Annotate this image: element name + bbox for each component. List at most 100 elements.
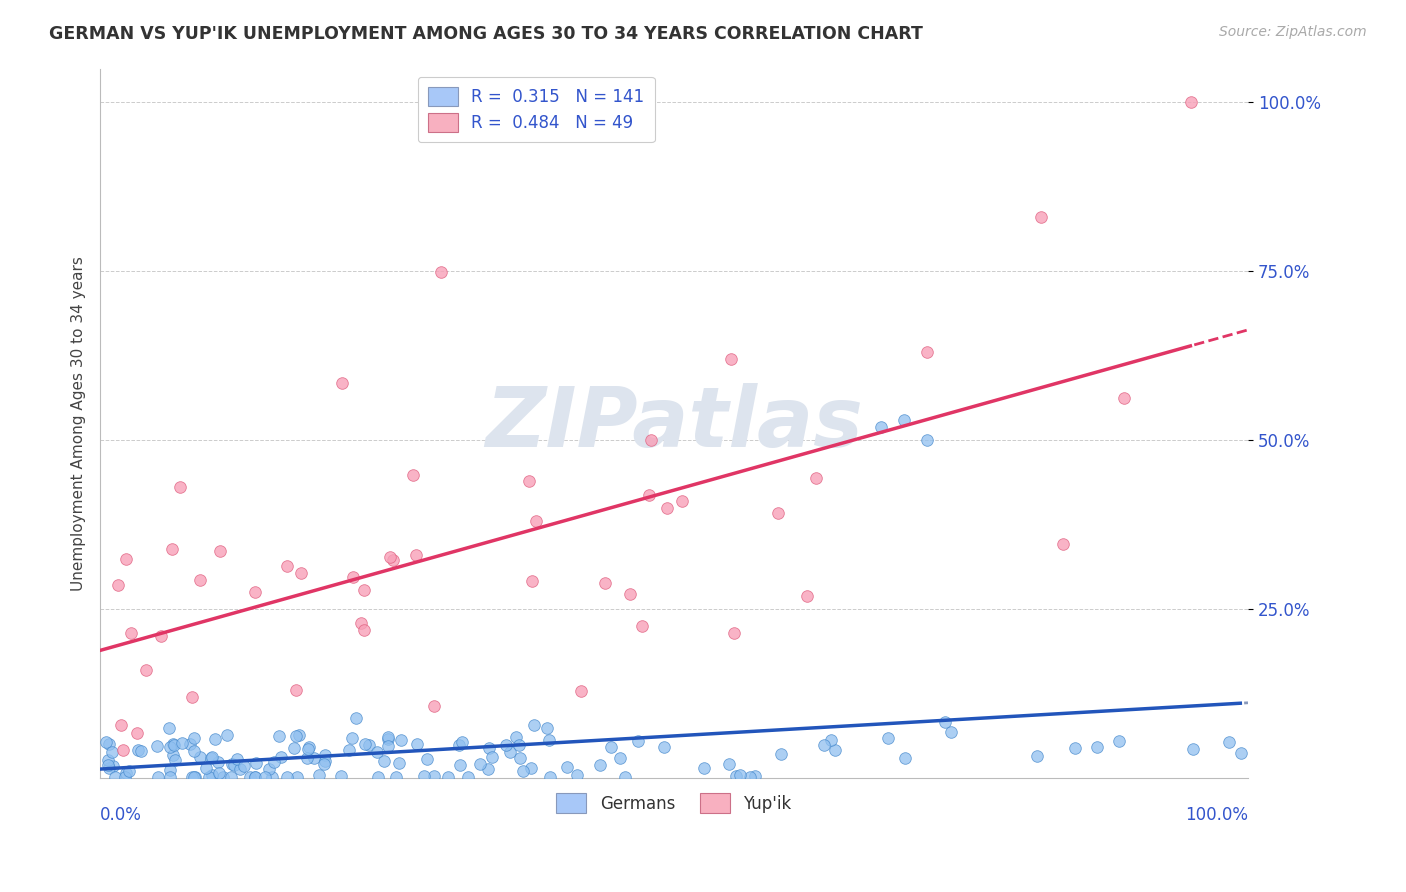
Point <box>262 770 284 784</box>
Point <box>229 762 252 776</box>
Point <box>183 731 205 745</box>
Point <box>536 721 558 735</box>
Point <box>893 413 915 427</box>
Point <box>468 756 491 771</box>
Point <box>332 376 354 390</box>
Point <box>127 743 149 757</box>
Point <box>97 737 120 751</box>
Point <box>766 506 789 520</box>
Point <box>257 762 280 776</box>
Point <box>593 576 616 591</box>
Text: 100.0%: 100.0% <box>1185 806 1249 824</box>
Point <box>290 566 312 580</box>
Point <box>1230 746 1253 760</box>
Point <box>162 738 184 752</box>
Point <box>638 487 661 501</box>
Point <box>181 690 204 704</box>
Point <box>254 770 277 784</box>
Point <box>520 574 543 588</box>
Point <box>915 433 938 447</box>
Point <box>1108 734 1130 748</box>
Point <box>263 756 285 770</box>
Point <box>359 738 381 752</box>
Point <box>744 769 766 783</box>
Point <box>183 744 205 758</box>
Point <box>600 740 623 755</box>
Point <box>457 770 479 784</box>
Point <box>97 753 120 767</box>
Point <box>405 548 427 562</box>
Point <box>233 758 256 772</box>
Point <box>146 739 169 753</box>
Point <box>104 770 127 784</box>
Text: 0.0%: 0.0% <box>100 806 142 824</box>
Point <box>308 768 330 782</box>
Point <box>302 750 325 764</box>
Point <box>495 738 517 752</box>
Point <box>114 765 136 780</box>
Point <box>298 739 321 754</box>
Point <box>198 770 221 784</box>
Point <box>297 751 319 765</box>
Point <box>609 751 631 765</box>
Point <box>157 721 180 735</box>
Point <box>413 770 436 784</box>
Point <box>820 732 842 747</box>
Point <box>159 739 181 754</box>
Point <box>353 624 375 638</box>
Legend: Germans, Yup'ik: Germans, Yup'ik <box>550 787 799 820</box>
Point <box>569 684 592 698</box>
Point <box>519 761 541 775</box>
Point <box>204 732 226 747</box>
Point <box>350 616 373 631</box>
Point <box>724 769 747 783</box>
Point <box>384 770 406 784</box>
Point <box>285 682 308 697</box>
Point <box>934 714 956 729</box>
Point <box>377 731 399 746</box>
Point <box>297 742 319 756</box>
Point <box>179 737 201 751</box>
Point <box>283 740 305 755</box>
Point <box>538 770 561 784</box>
Point <box>344 711 367 725</box>
Point <box>367 770 389 784</box>
Point <box>1085 739 1108 754</box>
Point <box>1026 748 1049 763</box>
Point <box>159 763 181 777</box>
Point <box>806 470 828 484</box>
Point <box>499 745 522 759</box>
Point <box>523 718 546 732</box>
Point <box>436 770 458 784</box>
Point <box>589 758 612 772</box>
Point <box>312 756 335 771</box>
Point <box>512 764 534 778</box>
Point <box>640 433 662 447</box>
Point <box>100 745 122 759</box>
Point <box>738 770 761 784</box>
Point <box>118 764 141 778</box>
Point <box>381 553 404 567</box>
Point <box>163 739 186 753</box>
Point <box>159 770 181 784</box>
Point <box>131 744 153 758</box>
Text: Source: ZipAtlas.com: Source: ZipAtlas.com <box>1219 25 1367 39</box>
Point <box>284 729 307 743</box>
Point <box>508 738 530 752</box>
Point <box>693 761 716 775</box>
Point <box>276 559 298 574</box>
Point <box>103 758 125 772</box>
Point <box>449 739 471 753</box>
Point <box>207 755 229 769</box>
Point <box>915 345 938 359</box>
Point <box>201 768 224 782</box>
Point <box>1181 742 1204 756</box>
Point <box>162 541 184 556</box>
Point <box>402 468 425 483</box>
Point <box>538 733 561 747</box>
Point <box>388 756 411 770</box>
Point <box>631 619 654 633</box>
Point <box>813 738 835 752</box>
Point <box>239 770 262 784</box>
Point <box>354 738 377 752</box>
